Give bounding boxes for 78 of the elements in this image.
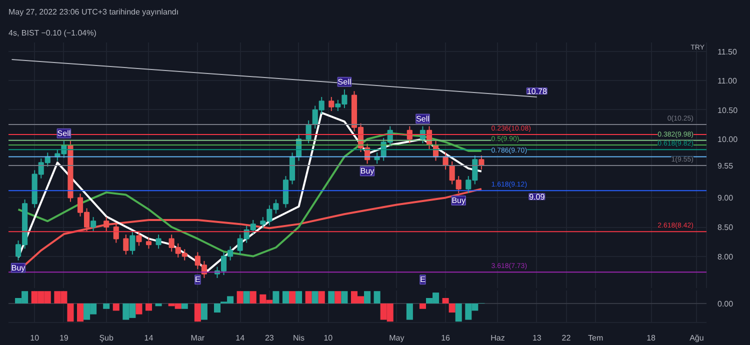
bar [155,303,162,306]
x-tick-label: 10 [30,334,40,342]
x-tick-label: 19 [60,334,69,342]
annotation: Buy [452,196,466,206]
bar [145,303,152,311]
ref-line-label: 0.00 [718,299,734,308]
bar [289,291,296,304]
bar [364,291,371,304]
bar [305,291,312,304]
bar [455,303,462,322]
annotation: Sell [57,128,71,138]
bar [136,303,142,314]
x-tick-label: 18 [646,334,656,342]
bar [341,291,348,304]
x-tick-label: Tem [588,334,604,342]
x-tick-label: Mar [190,334,205,342]
candlestick [156,234,162,250]
annotation: E [195,275,200,284]
bar [312,291,318,304]
bar [374,291,380,304]
bar [334,291,342,304]
bar [318,291,325,304]
x-tick-label: Nis [293,334,305,342]
x-tick-label: 10 [324,334,334,342]
annotation: Sell [416,114,430,124]
y-tick-label: 9.00 [718,194,734,203]
bar [103,303,110,309]
bar [328,291,335,304]
candlestick [328,96,334,112]
annotation: E [420,275,426,284]
bar [181,303,188,309]
bar [282,291,290,304]
bar [243,291,250,304]
bar [194,303,201,322]
candlestick [104,216,110,232]
chart-title: May 27, 2022 23:06 UTC+3 tarihinde yayınlandı [8,8,179,16]
annotation: 9.09 [529,192,546,202]
candlestick [123,234,129,256]
bar [67,303,74,322]
y-tick-label: 11.00 [718,76,738,86]
annotation: Sell [338,77,352,86]
candlestick [113,222,119,244]
x-tick-label: 16 [441,334,451,342]
bar [200,303,208,320]
candlestick [130,231,136,256]
y-tick-label: 11.50 [718,47,738,56]
bar [406,303,413,320]
x-tick-label: Haz [490,334,505,342]
y-tick-label: 8.00 [718,252,734,262]
x-tick-label: 13 [532,334,542,342]
bar [419,303,426,309]
annotation: Buy [11,263,26,272]
annotation: 10.78 [526,86,548,96]
bar [214,303,221,313]
bar [448,303,456,313]
bar [250,291,256,304]
y-tick-label: 9.55 [718,162,734,170]
bar [296,291,302,304]
bar [272,291,280,304]
bar [442,298,449,304]
bar [236,291,244,304]
y-tick-label: 8.50 [718,223,734,232]
x-tick-label: 14 [144,334,154,342]
x-tick-label: Ağu [690,334,704,342]
candlestick [146,237,152,250]
candlestick [136,231,142,246]
chart-subtitle: 4s, BIST −0.10 (−1.04%) [8,28,97,38]
y-tick-label: 10.50 [718,106,738,115]
candlestick [90,216,96,232]
bar [76,303,84,322]
y-tick-label: 10.00 [718,135,738,144]
x-tick-label: 14 [236,334,246,342]
x-tick-label: Şub [99,334,114,342]
annotation: Buy [360,166,374,176]
bar [112,303,120,311]
x-tick-label: 23 [264,334,274,342]
x-tick-label: May [389,334,404,342]
x-tick-label: 22 [562,334,572,342]
